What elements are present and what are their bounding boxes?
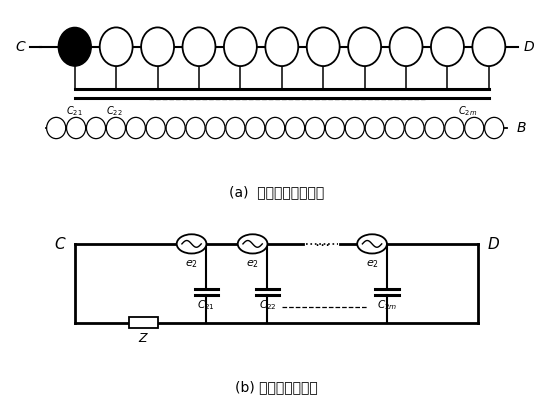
Ellipse shape xyxy=(445,117,464,139)
Ellipse shape xyxy=(166,117,185,139)
Text: $C_{22}$: $C_{22}$ xyxy=(259,299,276,312)
Text: $C$: $C$ xyxy=(54,236,66,252)
Ellipse shape xyxy=(58,27,91,66)
Ellipse shape xyxy=(146,117,165,139)
Text: (b) 交流等效电路图: (b) 交流等效电路图 xyxy=(235,380,318,395)
Text: $D$: $D$ xyxy=(487,236,499,252)
Ellipse shape xyxy=(325,117,345,139)
Text: $C_{2m}$: $C_{2m}$ xyxy=(458,104,477,118)
Ellipse shape xyxy=(285,117,305,139)
Ellipse shape xyxy=(246,117,265,139)
Ellipse shape xyxy=(86,117,106,139)
Text: $C_{22}$: $C_{22}$ xyxy=(106,104,123,118)
Text: $e_2$: $e_2$ xyxy=(246,259,259,270)
Text: $Z$: $Z$ xyxy=(138,332,149,345)
Ellipse shape xyxy=(226,117,245,139)
Ellipse shape xyxy=(206,117,225,139)
Ellipse shape xyxy=(141,27,174,66)
Ellipse shape xyxy=(224,27,257,66)
Ellipse shape xyxy=(66,117,86,139)
Circle shape xyxy=(177,234,206,253)
Text: (a)  变压器内部结构图: (a) 变压器内部结构图 xyxy=(229,185,324,199)
Ellipse shape xyxy=(182,27,216,66)
Text: $C_{21}$: $C_{21}$ xyxy=(66,104,83,118)
Text: $e_2$: $e_2$ xyxy=(185,259,198,270)
Ellipse shape xyxy=(106,117,126,139)
Ellipse shape xyxy=(385,117,404,139)
Ellipse shape xyxy=(126,117,145,139)
Ellipse shape xyxy=(348,27,381,66)
Ellipse shape xyxy=(265,27,298,66)
Ellipse shape xyxy=(405,117,424,139)
Ellipse shape xyxy=(465,117,484,139)
Circle shape xyxy=(238,234,268,253)
Ellipse shape xyxy=(484,117,504,139)
Ellipse shape xyxy=(265,117,285,139)
Text: $B$: $B$ xyxy=(517,121,527,135)
Text: $C$: $C$ xyxy=(15,40,27,54)
Text: $C_{21}$: $C_{21}$ xyxy=(197,299,215,312)
Ellipse shape xyxy=(305,117,325,139)
Ellipse shape xyxy=(307,27,340,66)
Ellipse shape xyxy=(431,27,464,66)
Ellipse shape xyxy=(345,117,364,139)
Ellipse shape xyxy=(365,117,384,139)
Text: $e_2$: $e_2$ xyxy=(366,259,379,270)
Ellipse shape xyxy=(425,117,444,139)
Ellipse shape xyxy=(100,27,133,66)
Ellipse shape xyxy=(389,27,422,66)
Circle shape xyxy=(357,234,387,253)
Text: $D$: $D$ xyxy=(523,40,535,54)
Ellipse shape xyxy=(46,117,66,139)
Ellipse shape xyxy=(472,27,505,66)
FancyBboxPatch shape xyxy=(129,317,158,328)
Text: $C_{2m}$: $C_{2m}$ xyxy=(377,299,397,312)
Ellipse shape xyxy=(186,117,205,139)
Text: $\cdots$: $\cdots$ xyxy=(314,237,330,251)
